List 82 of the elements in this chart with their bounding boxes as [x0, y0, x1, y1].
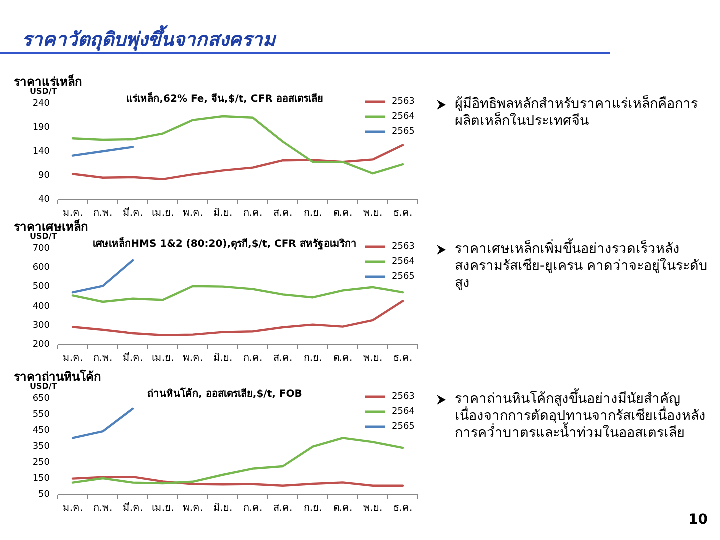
- y-axis-title: USD/T: [30, 382, 58, 391]
- x-tick-label: ต.ค.: [333, 502, 353, 515]
- x-tick-label: ธ.ค.: [393, 207, 413, 220]
- x-tick-label: พ.ย.: [363, 207, 383, 220]
- y-tick-label: 250: [32, 457, 50, 469]
- x-tick-label: ม.ค.: [62, 207, 84, 220]
- text: ราคาวัตถุดิบพุ่งขึ้นจากสงคราม: [22, 24, 276, 54]
- x-tick-label: พ.ย.: [363, 502, 383, 515]
- legend-label: 2565: [392, 421, 415, 433]
- line-series: [72, 437, 404, 485]
- x-tick-label: ต.ค.: [333, 207, 353, 220]
- y-tick-label: 700: [32, 243, 50, 255]
- x-tick-label: ก.พ.: [93, 502, 113, 515]
- legend-label: 2565: [392, 126, 415, 138]
- legend-label: 2563: [392, 391, 415, 403]
- x-tick-label: ม.ค.: [62, 352, 84, 365]
- x-tick-label: ก.พ.: [93, 352, 113, 365]
- x-tick-label: ธ.ค.: [393, 502, 413, 515]
- x-tick-label: ก.ค.: [243, 352, 263, 365]
- y-tick-label: 600: [32, 262, 50, 274]
- line-series: [72, 300, 404, 336]
- y-tick-label: 500: [32, 281, 50, 294]
- y-tick-label: 50: [38, 489, 50, 501]
- legend-label: 2563: [392, 96, 415, 108]
- x-tick-label: มี.ค.: [122, 206, 144, 220]
- chart-subtitle: แร่เหล็ก,62% Fe, จีน,$/t, CFR ออสเตรเลีย: [126, 91, 324, 106]
- y-tick-label: 40: [38, 194, 50, 206]
- text: ราคาเศษเหล็กเพิ่มขึ้นอย่างรวดเร็วหลังสงครามรัสเซีย-ยูเครน คาดว่าจะอยู่ในระดับสูง: [455, 241, 710, 292]
- y-tick-label: 400: [32, 300, 50, 313]
- y-tick-label: 450: [32, 425, 50, 437]
- text: ราคาถ่านหินโค้กสูงขึ้นอย่างมีนัยสำคัญเนื่องจากการตัดอุปทานจากรัสเซียเนื่องหลังการคว่ำบาตรและน้ำท่วมในออสเตรเลีย: [455, 391, 707, 442]
- x-tick-label: ธ.ค.: [393, 352, 413, 365]
- y-tick-label: 150: [32, 473, 50, 485]
- x-tick-label: ต.ค.: [333, 352, 353, 365]
- x-tick-label: ส.ค.: [273, 207, 293, 220]
- y-tick-label: 240: [32, 98, 50, 110]
- x-tick-label: มิ.ย.: [213, 207, 233, 220]
- x-tick-label: เม.ย.: [152, 352, 174, 365]
- x-tick-label: ก.ค.: [243, 502, 263, 515]
- legend-label: 2564: [392, 256, 415, 268]
- x-tick-label: พ.ค.: [182, 502, 204, 515]
- x-tick-label: พ.ย.: [363, 352, 383, 365]
- x-tick-label: ส.ค.: [273, 352, 293, 365]
- text: ผู้มีอิทธิพลหลักสำหรับราคาแร่เหล็กคือการผลิตเหล็กในประเทศจีน: [455, 96, 699, 130]
- y-tick-label: 140: [32, 146, 50, 158]
- x-tick-label: ม.ค.: [62, 502, 84, 515]
- y-tick-label: 650: [32, 393, 50, 405]
- x-tick-label: ก.ค.: [243, 207, 263, 220]
- x-tick-label: มิ.ย.: [213, 352, 233, 365]
- x-tick-label: ก.ย.: [304, 207, 322, 220]
- y-axis-title: USD/T: [30, 87, 58, 96]
- legend-label: 2563: [392, 241, 415, 253]
- text: 10: [688, 512, 708, 528]
- x-tick-label: ก.ย.: [304, 502, 322, 515]
- chart-title: ราคาเศษเหล็ก: [14, 220, 88, 234]
- y-tick-label: 90: [38, 170, 50, 182]
- chart-title: ราคาแร่เหล็ก: [14, 74, 82, 89]
- x-tick-label: เม.ย.: [152, 207, 174, 220]
- line-series: [72, 285, 404, 304]
- line-series: [72, 144, 404, 180]
- x-tick-label: พ.ค.: [182, 352, 204, 365]
- x-tick-label: มิ.ย.: [213, 502, 233, 515]
- x-tick-label: ก.ย.: [304, 352, 322, 365]
- x-tick-label: มี.ค.: [122, 502, 144, 515]
- legend-label: 2564: [392, 406, 415, 418]
- y-tick-label: 550: [32, 409, 50, 421]
- y-tick-label: 190: [32, 122, 50, 134]
- y-axis-title: USD/T: [30, 232, 58, 241]
- x-tick-label: พ.ค.: [182, 207, 204, 220]
- chart-title: ราคาถ่านหินโค้ก: [14, 368, 101, 384]
- legend-label: 2565: [392, 271, 415, 283]
- legend-label: 2564: [392, 111, 415, 123]
- x-tick-label: มี.ค.: [122, 352, 144, 365]
- y-tick-label: 350: [32, 441, 50, 453]
- x-tick-label: เม.ย.: [152, 502, 174, 515]
- line-series: [72, 476, 404, 487]
- x-tick-label: ก.พ.: [93, 207, 113, 220]
- x-tick-label: ส.ค.: [273, 502, 293, 515]
- chart-subtitle: ถ่านหินโค้ก, ออสเตรเลีย,$/t, FOB: [148, 386, 302, 401]
- y-tick-label: 200: [32, 339, 50, 351]
- chart-subtitle: เศษเหล็กHMS 1&2 (80:20),ตุรกี,$/t, CFR สหรัฐอเมริกา: [93, 236, 357, 251]
- y-tick-label: 300: [32, 320, 50, 332]
